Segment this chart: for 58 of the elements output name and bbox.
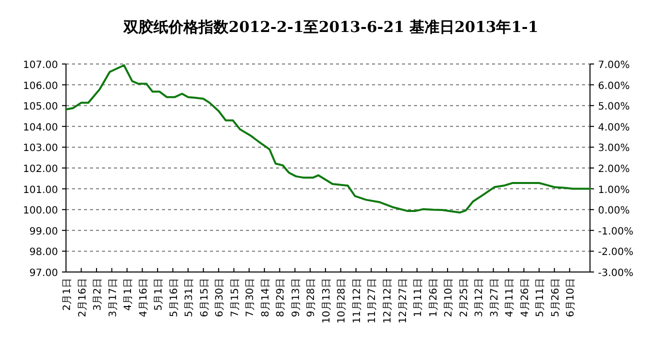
x-tick-label: 12月12日 [382,278,394,324]
y2-tick-label: 5.00% [598,102,630,113]
y2-tick-label: 1.00% [598,184,630,196]
y-tick-label: 103.00 [23,143,58,154]
line-series [65,64,591,214]
y-tick-label: 106.00 [23,80,58,92]
x-tick-label: 7月30日 [245,278,256,318]
x-tick-label: 9月13日 [290,278,302,318]
x-tick-label: 2月10日 [444,278,455,318]
x-tick-label: 12月27日 [398,278,409,324]
y-tick-label: 100.00 [23,206,58,217]
x-tick-label: 3月2日 [92,278,104,311]
x-tick-label: 4月11日 [504,278,516,318]
x-tick-label: 2月25日 [458,278,470,318]
x-tick-label: 3月12日 [474,278,486,318]
y-tick-label: 97.00 [29,268,58,279]
x-tick-label: 3月27日 [489,278,500,318]
x-tick-label: 8月29日 [276,278,287,318]
x-tick-label: 7月15日 [230,278,241,318]
x-tick-label: 11月12日 [352,278,363,324]
x-tick-label: 6月30日 [214,278,226,318]
x-tick-label: 5月1日 [154,278,165,311]
y2-tick-label: -3.00% [598,268,634,279]
y-tick-label: 98.00 [29,247,58,258]
y-tick-label: 105.00 [23,102,58,113]
y-tick-label: 102.00 [23,164,58,175]
x-tick-label: 5月26日 [550,278,562,318]
x-tick-label: 4月1日 [123,278,134,311]
x-tick-label: 4月26日 [520,278,531,318]
x-tick-label: 5月16日 [168,278,180,318]
y2-tick-label: -1.00% [598,226,634,238]
x-tick-label: 9月28日 [306,278,318,318]
y2-tick-label: 6.00% [598,80,630,92]
x-tick-label: 5月31日 [184,278,196,318]
y-tick-label: 99.00 [29,226,58,238]
x-tick-label: 2月1日 [62,278,73,311]
y-tick-label: 104.00 [23,122,58,134]
x-tick-label: 8月14日 [260,278,272,318]
y-tick-label: 107.00 [23,60,58,71]
x-tick-label: 1月11日 [413,278,424,318]
y2-tick-label: 0.00% [598,206,630,217]
x-tick-label: 11月27日 [367,278,378,324]
x-tick-label: 6月15日 [199,278,210,318]
y2-tick-label: 7.00% [598,60,630,71]
x-tick-label: 2月16日 [77,278,88,318]
x-tick-label: 10月28日 [336,278,348,324]
y2-tick-label: 3.00% [598,143,630,154]
y2-tick-label: 2.00% [598,164,630,175]
x-tick-label: 10月13日 [321,278,332,324]
y2-tick-label: 4.00% [598,122,630,134]
chart-title: 双胶纸价格指数2012-2-1至2013-6-21 基准日2013年1-1 [122,18,538,36]
x-tick-label: 4月16日 [138,278,150,318]
y-tick-label: 101.00 [23,184,58,196]
x-tick-label: 3月17日 [108,278,119,318]
y2-tick-label: -2.00% [598,247,634,258]
x-tick-label: 1月26日 [428,278,440,318]
x-tick-label: 5月11日 [535,278,546,318]
x-tick-label: 6月10日 [566,278,577,318]
